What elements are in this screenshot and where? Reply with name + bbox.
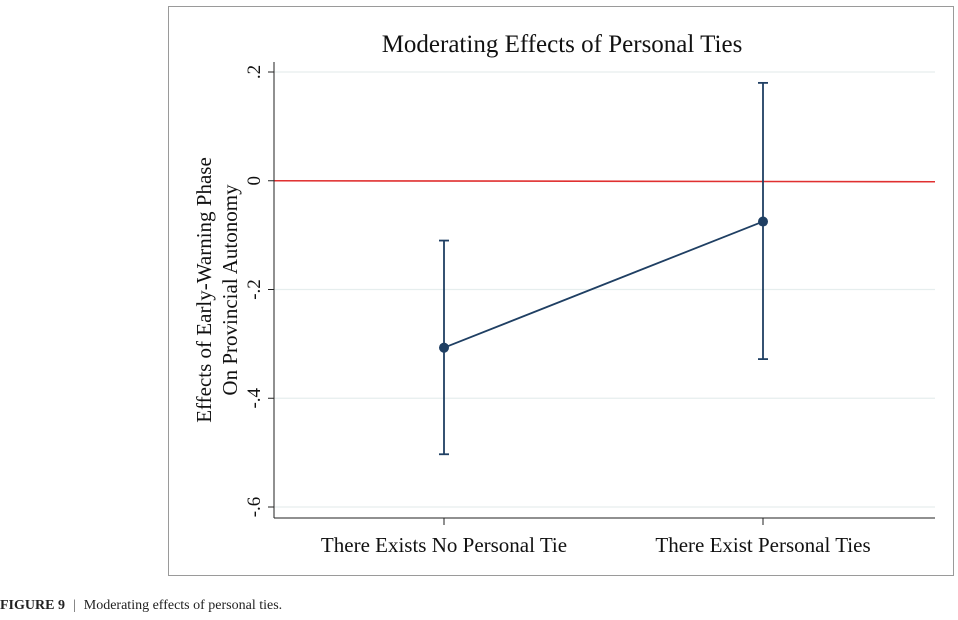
chart-title: Moderating Effects of Personal Ties bbox=[382, 31, 743, 58]
y-tick-label: -.2 bbox=[244, 279, 265, 300]
caption-text: Moderating effects of personal ties. bbox=[83, 598, 283, 613]
data-point bbox=[439, 342, 449, 353]
caption-separator: | bbox=[72, 598, 76, 613]
x-category-label: There Exists No Personal Tie bbox=[321, 533, 567, 557]
axes-layer bbox=[268, 62, 935, 525]
caption-label: FIGURE 9 bbox=[0, 598, 65, 613]
reference-line bbox=[273, 179, 936, 183]
y-tick-label: -.6 bbox=[244, 497, 265, 518]
y-tick-label: -.4 bbox=[244, 387, 265, 408]
series-line bbox=[443, 220, 764, 349]
y-axis-label-line-2: On Provincial Autonomy bbox=[218, 184, 242, 396]
x-category-label: There Exist Personal Ties bbox=[655, 533, 870, 557]
reference-line-layer bbox=[273, 179, 936, 183]
y-tick-label: .2 bbox=[244, 65, 265, 79]
figure-caption: FIGURE 9 | Moderating effects of personal … bbox=[0, 598, 282, 614]
grid-layer bbox=[274, 71, 935, 508]
y-axis-label-line-1: Effects of Early-Warning Phase bbox=[192, 157, 216, 423]
series-line-layer bbox=[443, 220, 764, 349]
data-point bbox=[758, 216, 768, 227]
figure-frame bbox=[168, 6, 954, 576]
text-layer: Moderating Effects of Personal Ties Effe… bbox=[192, 31, 871, 557]
point-layer bbox=[439, 216, 768, 353]
y-tick-label: 0 bbox=[244, 176, 265, 186]
